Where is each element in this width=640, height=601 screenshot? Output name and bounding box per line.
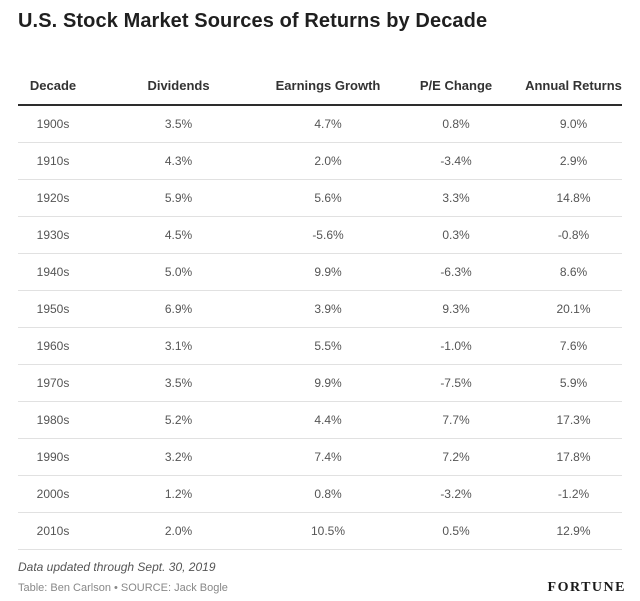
returns-table: Decade Dividends Earnings Growth P/E Change… xyxy=(18,66,622,550)
cell-earnings-growth: -5.6% xyxy=(312,228,344,242)
cell-pe-change: -3.2% xyxy=(440,487,472,501)
cell-decade: 2000s xyxy=(36,487,70,501)
cell-dividends: 5.0% xyxy=(164,265,193,279)
cell-earnings-growth: 4.4% xyxy=(314,413,342,427)
cell-dividends: 3.2% xyxy=(164,450,193,464)
table-row: 1960s 3.1% 5.5% -1.0% 7.6% xyxy=(18,328,622,365)
data-note: Data updated through Sept. 30, 2019 xyxy=(18,560,216,574)
cell-annual-returns: 12.9% xyxy=(556,524,591,538)
cell-pe-change: -3.4% xyxy=(440,154,472,168)
cell-pe-change: 0.8% xyxy=(442,117,470,131)
cell-decade: 1990s xyxy=(36,450,70,464)
cell-earnings-growth: 7.4% xyxy=(314,450,342,464)
cell-dividends: 6.9% xyxy=(164,302,193,316)
cell-dividends: 5.2% xyxy=(164,413,193,427)
source-credit: Table: Ben Carlson • SOURCE: Jack Bogle xyxy=(18,582,228,594)
column-header-pe-change: P/E Change xyxy=(419,77,493,93)
column-header-dividends: Dividends xyxy=(147,77,210,93)
cell-dividends: 3.5% xyxy=(164,117,193,131)
cell-earnings-growth: 2.0% xyxy=(314,154,342,168)
cell-earnings-growth: 4.7% xyxy=(314,117,342,131)
table-row: 1970s 3.5% 9.9% -7.5% 5.9% xyxy=(18,365,622,402)
cell-annual-returns: 7.6% xyxy=(559,339,588,353)
table-header: Decade Dividends Earnings Growth P/E Change… xyxy=(18,66,622,106)
cell-pe-change: -6.3% xyxy=(440,265,472,279)
cell-earnings-growth: 9.9% xyxy=(314,376,342,390)
cell-earnings-growth: 5.5% xyxy=(314,339,342,353)
cell-dividends: 3.5% xyxy=(164,376,193,390)
cell-decade: 1940s xyxy=(36,265,70,279)
column-header-earnings-growth: Earnings Growth xyxy=(275,77,381,93)
table-row: 1930s 4.5% -5.6% 0.3% -0.8% xyxy=(18,217,622,254)
cell-annual-returns: -0.8% xyxy=(557,228,590,242)
cell-dividends: 2.0% xyxy=(164,524,193,538)
cell-decade: 1900s xyxy=(36,117,70,131)
cell-pe-change: -1.0% xyxy=(440,339,472,353)
table-row: 2010s 2.0% 10.5% 0.5% 12.9% xyxy=(18,513,622,550)
cell-decade: 1910s xyxy=(36,154,70,168)
cell-earnings-growth: 10.5% xyxy=(310,524,346,538)
table-row: 1920s 5.9% 5.6% 3.3% 14.8% xyxy=(18,180,622,217)
cell-pe-change: 9.3% xyxy=(442,302,470,316)
cell-pe-change: 7.2% xyxy=(442,450,470,464)
cell-decade: 1960s xyxy=(36,339,70,353)
cell-annual-returns: 17.8% xyxy=(556,450,591,464)
table-row: 1990s 3.2% 7.4% 7.2% 17.8% xyxy=(18,439,622,476)
cell-earnings-growth: 5.6% xyxy=(314,191,342,205)
cell-earnings-growth: 3.9% xyxy=(314,302,342,316)
cell-pe-change: 3.3% xyxy=(442,191,470,205)
table-row: 1950s 6.9% 3.9% 9.3% 20.1% xyxy=(18,291,622,328)
cell-earnings-growth: 9.9% xyxy=(314,265,342,279)
table-row: 2000s 1.2% 0.8% -3.2% -1.2% xyxy=(18,476,622,513)
page-title: U.S. Stock Market Sources of Returns by … xyxy=(18,10,488,32)
cell-earnings-growth: 0.8% xyxy=(314,487,342,501)
cell-decade: 1970s xyxy=(36,376,70,390)
cell-decade: 1980s xyxy=(36,413,70,427)
table-row: 1940s 5.0% 9.9% -6.3% 8.6% xyxy=(18,254,622,291)
cell-pe-change: -7.5% xyxy=(440,376,472,390)
fortune-logo: FORTUNE xyxy=(547,580,626,595)
cell-dividends: 4.3% xyxy=(164,154,193,168)
cell-dividends: 5.9% xyxy=(164,191,193,205)
cell-pe-change: 0.5% xyxy=(442,524,470,538)
cell-decade: 2010s xyxy=(36,524,70,538)
cell-annual-returns: 2.9% xyxy=(559,154,588,168)
cell-dividends: 4.5% xyxy=(164,228,193,242)
column-header-annual-returns: Annual Returns xyxy=(525,77,622,93)
cell-decade: 1950s xyxy=(36,302,70,316)
cell-decade: 1920s xyxy=(36,191,70,205)
table-row: 1980s 5.2% 4.4% 7.7% 17.3% xyxy=(18,402,622,439)
cell-pe-change: 0.3% xyxy=(442,228,470,242)
cell-annual-returns: 17.3% xyxy=(556,413,591,427)
cell-dividends: 1.2% xyxy=(164,487,193,501)
table-body: 1900s 3.5% 4.7% 0.8% 9.0% 1910s 4.3% 2.0% -3.4% 2… xyxy=(18,106,622,550)
cell-dividends: 3.1% xyxy=(164,339,193,353)
cell-annual-returns: 8.6% xyxy=(559,265,588,279)
cell-annual-returns: -1.2% xyxy=(557,487,590,501)
table-row: 1910s 4.3% 2.0% -3.4% 2.9% xyxy=(18,143,622,180)
table-row: 1900s 3.5% 4.7% 0.8% 9.0% xyxy=(18,106,622,143)
cell-annual-returns: 9.0% xyxy=(559,117,588,131)
cell-annual-returns: 14.8% xyxy=(556,191,591,205)
cell-decade: 1930s xyxy=(36,228,70,242)
cell-annual-returns: 5.9% xyxy=(559,376,588,390)
cell-pe-change: 7.7% xyxy=(442,413,470,427)
cell-annual-returns: 20.1% xyxy=(556,302,591,316)
column-header-decade: Decade xyxy=(29,77,77,93)
